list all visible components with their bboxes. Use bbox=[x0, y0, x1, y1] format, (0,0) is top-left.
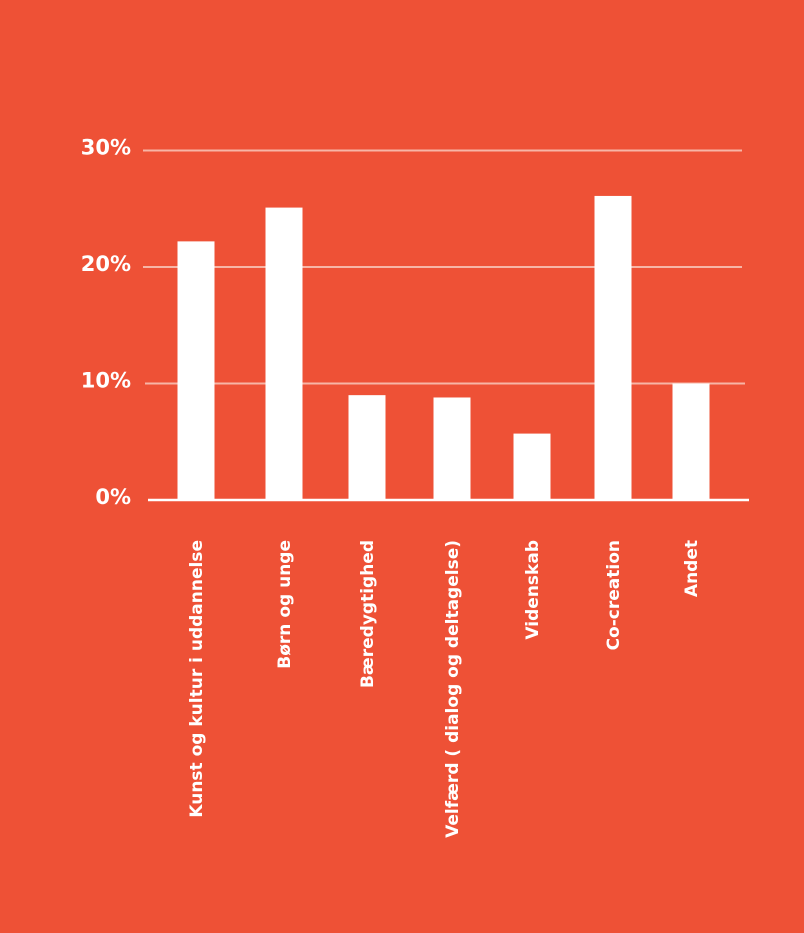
x-axis-category-labels: Kunst og kultur i uddannelse Børn og unge… bbox=[187, 540, 702, 838]
y-tick-label: 30% bbox=[81, 136, 131, 160]
x-tick-label: Andet bbox=[682, 540, 702, 597]
bar bbox=[672, 383, 710, 500]
bar bbox=[433, 397, 471, 500]
x-tick-label: Velfærd ( dialog og deltagelse) bbox=[443, 540, 463, 838]
bar bbox=[348, 395, 386, 500]
bar bbox=[177, 241, 215, 500]
bar bbox=[513, 433, 551, 500]
bar bbox=[265, 207, 303, 500]
x-tick-label: Videnskab bbox=[523, 540, 543, 640]
bar bbox=[594, 195, 632, 500]
x-tick-label: Børn og unge bbox=[275, 540, 295, 669]
x-tick-label: Co-creation bbox=[604, 540, 624, 650]
y-axis-tick-labels: 0% 10% 20% 30% bbox=[81, 136, 131, 510]
gridlines bbox=[143, 149, 745, 385]
y-tick-label: 10% bbox=[81, 369, 131, 393]
x-tick-label: Kunst og kultur i uddannelse bbox=[187, 540, 207, 818]
y-tick-label: 0% bbox=[95, 485, 131, 509]
bars bbox=[177, 195, 710, 500]
x-tick-label: Bæredygtighed bbox=[358, 540, 378, 688]
y-tick-label: 20% bbox=[81, 252, 131, 276]
